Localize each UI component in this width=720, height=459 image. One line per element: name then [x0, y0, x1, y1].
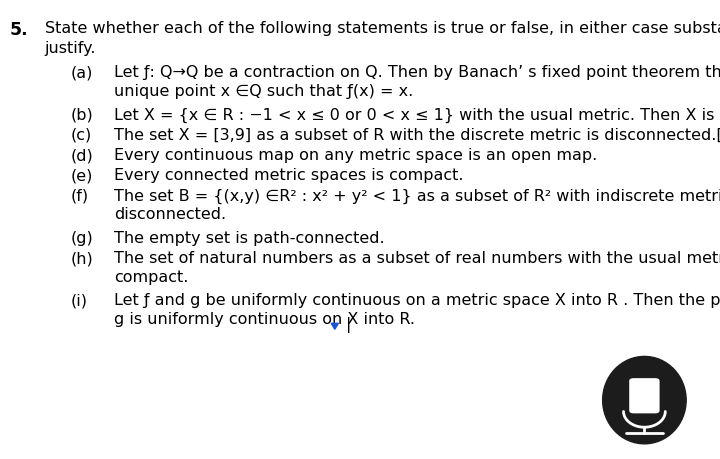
Text: disconnected.: disconnected. [114, 207, 226, 222]
Text: State whether each of the following statements is true or false, in either case : State whether each of the following stat… [45, 21, 720, 36]
Text: Every continuous map on any metric space is an open map.: Every continuous map on any metric space… [114, 148, 597, 163]
Polygon shape [331, 324, 338, 330]
Text: Let X = {x ∈ R : −1 < x ≤ 0 or 0 < x ≤ 1} with the usual metric. Then X is disco: Let X = {x ∈ R : −1 < x ≤ 0 or 0 < x ≤ 1… [114, 107, 720, 123]
Text: Let ƒ and g be uniformly continuous on a metric space X into R . Then the pr: Let ƒ and g be uniformly continuous on a… [114, 293, 720, 308]
Text: (d): (d) [71, 148, 94, 163]
Text: (c): (c) [71, 128, 92, 143]
Text: justify.: justify. [45, 41, 96, 56]
Text: (b): (b) [71, 107, 94, 123]
Text: 5.: 5. [10, 21, 29, 39]
Text: (e): (e) [71, 168, 93, 183]
Text: compact.: compact. [114, 269, 188, 284]
Text: |: | [346, 317, 351, 333]
Text: unique point x ∈Q such that ƒ(x) = x.: unique point x ∈Q such that ƒ(x) = x. [114, 84, 413, 99]
Text: Every connected metric spaces is compact.: Every connected metric spaces is compact… [114, 168, 463, 183]
FancyBboxPatch shape [629, 378, 660, 414]
Text: (f): (f) [71, 188, 89, 203]
Text: (h): (h) [71, 251, 94, 266]
Text: The empty set is path-connected.: The empty set is path-connected. [114, 230, 384, 246]
Text: (a): (a) [71, 65, 93, 80]
Text: g is uniformly continuous on X into R.: g is uniformly continuous on X into R. [114, 311, 415, 326]
Text: The set X = [3,9] as a subset of R with the discrete metric is disconnected.[03]: The set X = [3,9] as a subset of R with … [114, 128, 720, 143]
Text: Let ƒ: Q→Q be a contraction on Q. Then by Banach’ s fixed point theorem there is: Let ƒ: Q→Q be a contraction on Q. Then b… [114, 65, 720, 80]
Text: The set B = {(x,y) ∈R² : x² + y² < 1} as a subset of R² with indiscrete metric i: The set B = {(x,y) ∈R² : x² + y² < 1} as… [114, 188, 720, 203]
Text: (i): (i) [71, 293, 88, 308]
Ellipse shape [603, 357, 686, 444]
Text: The set of natural numbers as a subset of real numbers with the usual metric is: The set of natural numbers as a subset o… [114, 251, 720, 266]
Text: (g): (g) [71, 230, 94, 246]
